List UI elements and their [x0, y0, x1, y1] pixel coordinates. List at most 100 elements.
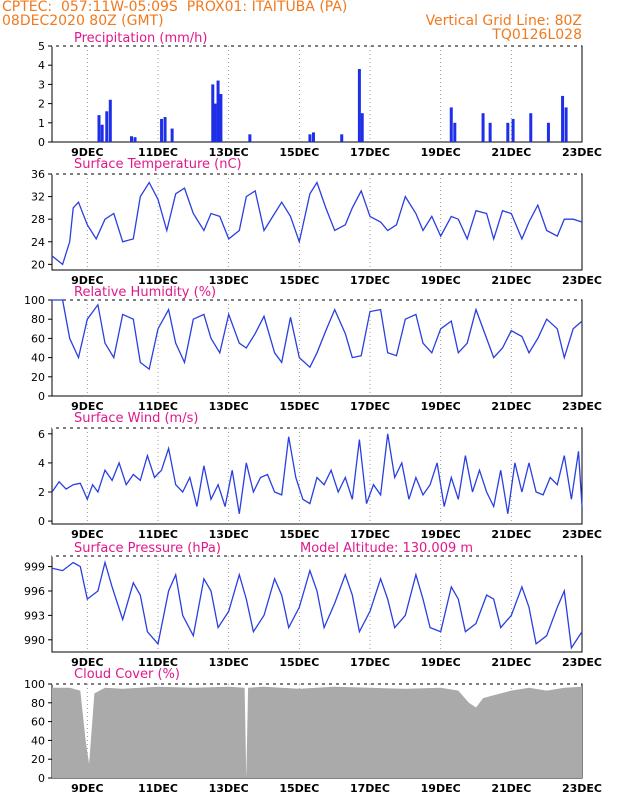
x-tick-label: 19DEC [421, 400, 461, 413]
precip-bar [564, 107, 568, 142]
panel-title: Precipitation (mm/h) [74, 31, 207, 46]
precip-bar [340, 134, 344, 142]
panel-6: 0 20 40 60 80 100 9DEC 11DEC 13DEC 15DEC 17DEC 19DE… [24, 667, 602, 795]
x-tick-label: 17DEC [350, 146, 390, 159]
panel-5: 990 993 996 999 9DEC 11DEC 13DEC 15DEC 17DEC 19DE… [24, 541, 602, 669]
precip-bar [357, 69, 361, 142]
y-tick-label: 0 [38, 515, 45, 528]
y-tick-label: 20 [31, 371, 45, 384]
precip-bar [481, 113, 485, 142]
y-tick-label: 1 [38, 117, 45, 130]
x-tick-label: 9DEC [71, 274, 103, 287]
x-tick-label: 23DEC [562, 146, 602, 159]
x-tick-label: 23DEC [562, 274, 602, 287]
y-tick-label: 20 [31, 753, 45, 766]
precip-bar [546, 122, 550, 142]
y-tick-label: 20 [31, 258, 45, 271]
precip-bar [453, 122, 457, 142]
x-tick-label: 23DEC [562, 528, 602, 541]
y-tick-label: 2 [38, 98, 45, 111]
y-tick-label: 0 [38, 136, 45, 149]
model-altitude: Model Altitude: 130.009 m [300, 541, 473, 556]
panel-frame [51, 173, 583, 271]
x-tick-label: 19DEC [421, 782, 461, 795]
precip-bar [449, 107, 453, 142]
precip-bar [105, 111, 109, 142]
y-tick-label: 32 [31, 191, 45, 204]
x-tick-label: 15DEC [279, 400, 319, 413]
x-tick-label: 23DEC [562, 782, 602, 795]
panel-frame [51, 555, 583, 653]
x-tick-label: 11DEC [138, 528, 178, 541]
series-line [51, 433, 583, 514]
x-tick-label: 17DEC [350, 274, 390, 287]
precip-bar [561, 95, 565, 142]
x-tick-label: 19DEC [421, 274, 461, 287]
precip-bar [100, 124, 104, 142]
y-tick-label: 60 [31, 332, 45, 345]
panel-1: 0 1 2 3 4 5 9DEC 11DEC 13DEC 15DEC 17DEC 19DEC 21DEC… [38, 31, 602, 159]
precip-bar [311, 132, 315, 142]
x-tick-label: 17DEC [350, 656, 390, 669]
precip-bar [529, 113, 533, 142]
precip-bar [163, 117, 167, 142]
x-tick-label: 13DEC [209, 782, 249, 795]
precip-bar [360, 113, 364, 142]
precip-bar [108, 99, 112, 142]
y-tick-label: 6 [38, 428, 45, 441]
x-tick-label: 15DEC [279, 146, 319, 159]
y-tick-label: 3 [38, 78, 45, 91]
x-tick-label: 11DEC [138, 782, 178, 795]
panel-title: Surface Temperature (nC) [74, 157, 242, 172]
precip-bar [213, 103, 217, 142]
y-tick-label: 0 [38, 772, 45, 785]
series-line [51, 181, 583, 266]
precip-bar [506, 122, 510, 142]
x-tick-label: 21DEC [491, 146, 531, 159]
x-tick-label: 21DEC [491, 656, 531, 669]
x-tick-label: 13DEC [209, 656, 249, 669]
x-tick-label: 17DEC [350, 782, 390, 795]
x-tick-label: 9DEC [71, 528, 103, 541]
y-tick-label: 4 [38, 59, 45, 72]
precip-bar [97, 115, 101, 142]
precip-bar [308, 134, 312, 142]
precip-bar [511, 118, 515, 142]
x-tick-label: 9DEC [71, 146, 103, 159]
x-tick-label: 13DEC [209, 528, 249, 541]
x-tick-label: 19DEC [421, 656, 461, 669]
y-tick-label: 990 [24, 634, 45, 647]
y-tick-label: 40 [31, 734, 45, 747]
x-tick-label: 11DEC [138, 656, 178, 669]
panel-4: 0 2 4 6 9DEC 11DEC 13DEC 15DEC 17DEC 19DEC 21DEC 23… [38, 411, 602, 541]
precip-bar [211, 84, 215, 142]
x-tick-label: 13DEC [209, 146, 249, 159]
series-line [52, 299, 583, 371]
x-tick-label: 15DEC [279, 274, 319, 287]
y-tick-label: 80 [31, 313, 45, 326]
panel-title: Surface Wind (m/s) [74, 411, 198, 426]
y-tick-label: 4 [38, 457, 45, 470]
x-tick-label: 17DEC [350, 400, 390, 413]
x-tick-label: 9DEC [71, 782, 103, 795]
y-tick-label: 993 [24, 609, 45, 622]
precip-bar [488, 122, 492, 142]
y-tick-label: 100 [24, 678, 45, 691]
x-tick-label: 13DEC [209, 274, 249, 287]
y-tick-label: 24 [31, 236, 45, 249]
x-tick-label: 19DEC [421, 146, 461, 159]
x-tick-label: 21DEC [491, 274, 531, 287]
x-tick-label: 21DEC [491, 528, 531, 541]
precip-bar [219, 94, 223, 142]
precip-bar [248, 134, 252, 142]
y-tick-label: 36 [31, 168, 45, 181]
cloud-cover-area [52, 686, 582, 778]
x-tick-label: 15DEC [279, 656, 319, 669]
panel-frame [51, 427, 583, 525]
x-tick-label: 17DEC [350, 528, 390, 541]
panel-3: 0 20 40 60 80 100 9DEC 11DEC 13DEC 15DEC 17DEC 19DE… [24, 285, 602, 413]
x-tick-label: 21DEC [491, 782, 531, 795]
panel-2: 20 24 28 32 36 9DEC 11DEC 13DEC 15DEC 17DEC 19DEC 2… [31, 157, 602, 287]
precip-bar [170, 128, 174, 142]
